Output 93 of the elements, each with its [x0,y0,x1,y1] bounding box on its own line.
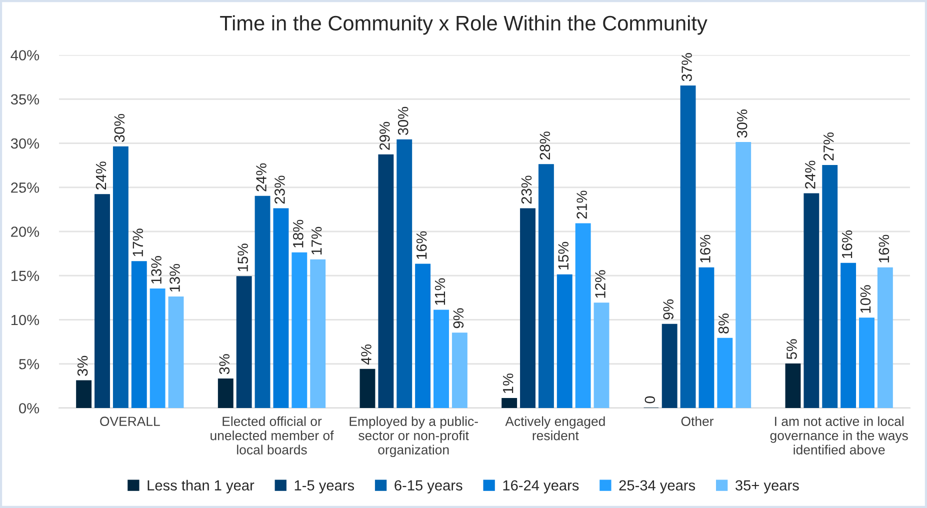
data-label: 11% [434,278,446,305]
x-tick-label: Elected official or unelected member of local boards [210,416,334,454]
legend-label: 25-34 years [619,480,696,494]
x-tick-label: OVERALL [100,416,160,426]
bar [520,208,536,408]
bar [236,276,252,408]
bar [804,193,820,408]
bar [698,267,714,408]
y-tick-label: 10% [11,314,40,326]
data-label: 9% [453,308,464,328]
data-label: 16% [842,230,852,258]
bar [150,288,166,408]
bar [859,318,874,408]
bar [556,274,572,408]
legend-label: 1-5 years [294,480,354,494]
bar [452,332,468,408]
data-label: 16% [416,231,427,259]
data-label: 9% [663,299,674,320]
legend-label: 6-15 years [394,480,462,494]
legend-label: 35+ years [736,480,799,494]
data-label: 12% [595,270,606,298]
data-label: 17% [312,226,322,254]
y-tick-label: 35% [10,94,40,105]
bar [254,196,270,408]
bar [736,142,752,408]
data-label: 18% [292,220,304,248]
bar [434,310,449,408]
chart-title: Time in the Community x Role Within the Community [220,15,708,35]
bar [218,378,234,408]
bar [273,208,289,408]
y-tick-label: 5% [19,359,40,370]
data-label: 10% [860,285,871,313]
y-tick-label: 20% [11,226,40,237]
data-label: 17% [132,228,143,256]
data-label: 24% [256,163,266,192]
bar [502,398,518,408]
bar [415,264,431,408]
bar [680,86,696,408]
data-label: 13% [151,256,162,284]
bar [310,259,326,408]
y-tick-label: 15% [11,270,40,282]
data-label: 30% [736,110,748,138]
bar [76,380,92,408]
data-label: 3% [77,356,88,376]
y-tick-label: 0% [19,403,40,414]
bar [396,139,412,408]
data-label: 15% [238,244,248,272]
data-label: 8% [718,314,729,334]
data-label: 23% [521,176,532,204]
bar [538,164,554,408]
data-label: 16% [878,234,890,262]
data-label: 3% [219,354,230,374]
data-label: 1% [502,374,514,394]
x-tick-label: Other [681,416,714,426]
bar [94,194,110,408]
data-label: 16% [700,234,710,262]
bar [378,154,394,408]
y-tick-label: 40% [10,50,40,60]
x-tick-label: Employed by a public- sector or non-profit organization [350,416,478,458]
data-label: 27% [823,132,834,160]
y-tick-label: 25% [11,182,40,193]
bar [575,223,591,408]
data-label: 23% [274,176,285,204]
bar [785,364,801,408]
x-tick-label: I am not active in local governance in the ways identified above [770,416,908,454]
data-label: 24% [805,160,816,189]
data-label: 30% [114,114,125,142]
bar [840,262,856,408]
legend-label: Less than 1 year [148,480,254,494]
data-label: 24% [96,162,106,190]
data-label: 29% [380,122,390,150]
bar [131,261,147,408]
data-label: 4% [361,344,372,365]
bar [717,338,733,408]
bar [822,164,838,408]
bar [360,368,376,408]
data-label: 30% [398,106,408,135]
bar [292,252,308,408]
data-label: 13% [170,264,180,292]
bar [877,267,893,408]
data-label: 15% [558,242,569,270]
data-label: 0 [644,396,656,404]
legend-label: 16-24 years [503,480,579,494]
bar [594,302,610,408]
y-tick-label: 30% [10,138,40,149]
data-label: 28% [540,132,550,160]
x-tick-label: Actively engaged resident [505,416,605,440]
bar [112,146,128,408]
bar [168,296,184,408]
data-label: 21% [576,190,587,219]
bar [662,324,678,408]
data-label: 37% [682,53,692,82]
data-label: 5% [786,339,797,360]
